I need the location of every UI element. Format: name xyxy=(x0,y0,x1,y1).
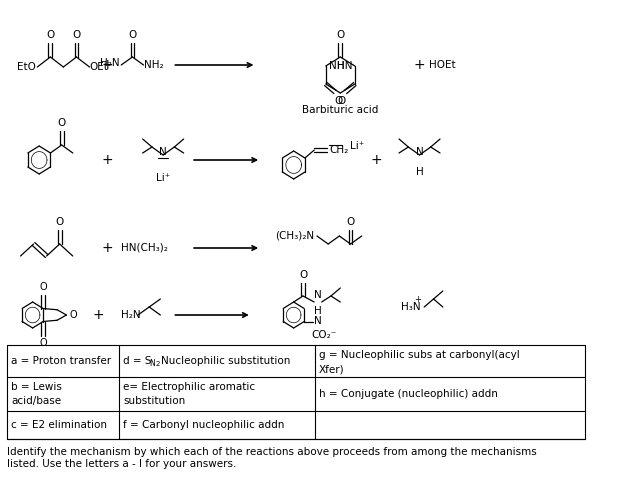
Text: O: O xyxy=(39,338,47,349)
Text: Barbituric acid: Barbituric acid xyxy=(302,105,378,115)
Text: a = Proton transfer: a = Proton transfer xyxy=(11,356,111,366)
Text: 2: 2 xyxy=(156,361,160,367)
Text: g = Nucleophilic subs at carbonyl(acyl: g = Nucleophilic subs at carbonyl(acyl xyxy=(319,350,520,360)
Text: O: O xyxy=(338,96,346,106)
Text: O: O xyxy=(69,310,77,320)
Text: O: O xyxy=(347,217,355,227)
Text: O: O xyxy=(128,30,137,40)
Text: +: + xyxy=(101,241,113,255)
Text: +: + xyxy=(414,58,425,72)
Text: H₃N: H₃N xyxy=(401,302,420,312)
Text: Identify the mechanism by which each of the reactions above proceeds from among : Identify the mechanism by which each of … xyxy=(8,447,537,468)
Text: H: H xyxy=(416,167,424,177)
Text: O: O xyxy=(336,30,345,40)
Text: NH: NH xyxy=(329,61,344,71)
Text: c = E2 elimination: c = E2 elimination xyxy=(11,420,107,430)
Text: H₂N: H₂N xyxy=(100,58,120,68)
Text: CO₂⁻: CO₂⁻ xyxy=(312,331,337,340)
Text: d = S: d = S xyxy=(123,356,151,366)
Text: O: O xyxy=(55,217,64,227)
Text: HOEt: HOEt xyxy=(429,60,455,70)
Text: N: N xyxy=(314,317,322,326)
Text: O: O xyxy=(335,96,343,106)
Text: NH₂: NH₂ xyxy=(144,60,163,70)
Text: +: + xyxy=(101,153,113,167)
Text: N: N xyxy=(416,147,424,157)
Text: N: N xyxy=(149,358,155,368)
Text: HN(CH₃)₂: HN(CH₃)₂ xyxy=(121,243,168,253)
Text: OEt: OEt xyxy=(90,62,108,72)
Text: N: N xyxy=(314,290,322,300)
Text: EtO: EtO xyxy=(17,62,36,72)
Text: Li⁺: Li⁺ xyxy=(350,141,364,151)
Text: H₂N: H₂N xyxy=(121,310,141,320)
Text: h = Conjugate (nucleophilic) addn: h = Conjugate (nucleophilic) addn xyxy=(319,389,498,399)
Text: H: H xyxy=(314,306,322,316)
Text: Xfer): Xfer) xyxy=(319,364,345,374)
Text: O: O xyxy=(39,281,47,292)
Text: O: O xyxy=(73,30,81,40)
Text: substitution: substitution xyxy=(123,396,185,406)
Text: +: + xyxy=(92,308,104,322)
Text: N: N xyxy=(159,147,167,157)
Text: acid/base: acid/base xyxy=(11,396,61,406)
Text: e= Electrophilic aromatic: e= Electrophilic aromatic xyxy=(123,382,255,392)
Text: O: O xyxy=(57,118,66,128)
Text: Li⁺: Li⁺ xyxy=(156,173,170,183)
Text: Nucleophilic substitution: Nucleophilic substitution xyxy=(162,356,291,366)
Text: +: + xyxy=(101,58,113,72)
Text: O: O xyxy=(46,30,55,40)
Text: f = Carbonyl nucleophilic addn: f = Carbonyl nucleophilic addn xyxy=(123,420,284,430)
Text: +: + xyxy=(414,296,421,304)
Text: HN: HN xyxy=(336,61,352,71)
Text: +: + xyxy=(371,153,382,167)
Text: (CH₃)₂N: (CH₃)₂N xyxy=(275,231,314,241)
Text: b = Lewis: b = Lewis xyxy=(11,382,62,392)
Text: O: O xyxy=(299,270,307,280)
Text: CH₂: CH₂ xyxy=(329,145,349,155)
